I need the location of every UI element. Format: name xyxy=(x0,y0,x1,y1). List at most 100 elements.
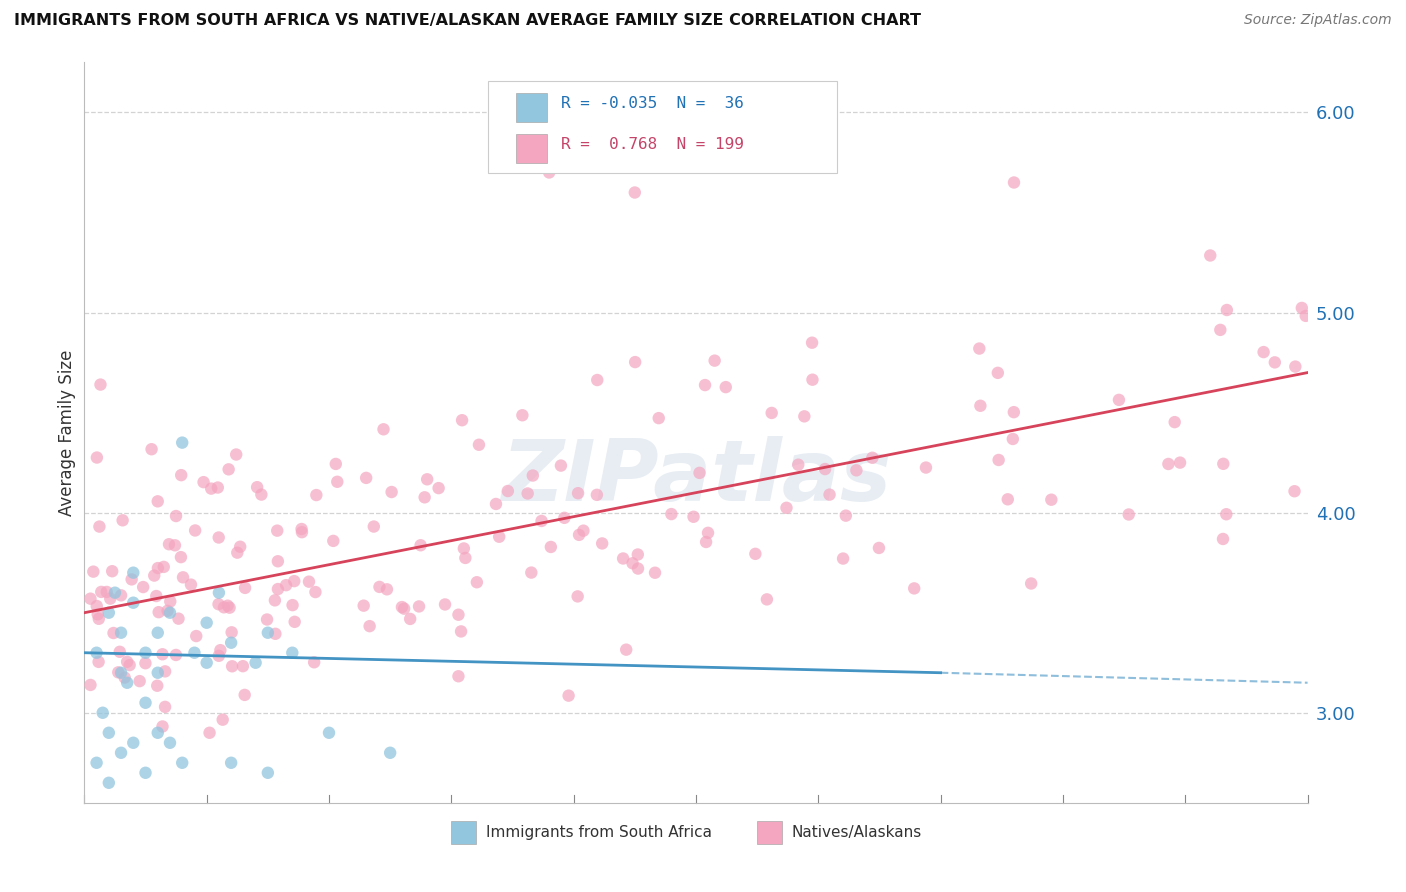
Point xyxy=(413,491,436,505)
Point xyxy=(86,599,108,613)
Point xyxy=(165,648,187,662)
Point xyxy=(302,655,325,669)
Point xyxy=(353,599,375,613)
Point xyxy=(453,541,475,556)
Point xyxy=(79,678,101,692)
Point xyxy=(256,613,278,627)
Point xyxy=(115,655,138,669)
Point xyxy=(207,481,229,495)
Point xyxy=(380,746,402,760)
Point xyxy=(454,550,477,565)
Bar xyxy=(758,822,782,844)
Point xyxy=(627,561,650,575)
Point xyxy=(233,688,256,702)
Point xyxy=(195,656,218,670)
Point xyxy=(1216,303,1239,318)
Point xyxy=(391,600,413,615)
Point xyxy=(567,486,589,500)
Point xyxy=(550,458,572,473)
Point xyxy=(801,373,824,387)
Point xyxy=(135,696,157,710)
Point xyxy=(1157,457,1180,471)
Point xyxy=(468,438,491,452)
Point xyxy=(90,585,112,599)
Point xyxy=(218,462,240,476)
Point xyxy=(115,675,138,690)
Point xyxy=(111,513,134,527)
Point xyxy=(832,551,855,566)
Point xyxy=(264,627,287,641)
Point xyxy=(122,566,145,580)
Point xyxy=(969,399,991,413)
Point xyxy=(183,646,205,660)
Point xyxy=(485,497,508,511)
Point xyxy=(208,531,231,545)
Point xyxy=(568,528,591,542)
Point xyxy=(368,580,391,594)
Point xyxy=(153,699,176,714)
Point xyxy=(110,746,132,760)
Point xyxy=(915,460,938,475)
Point xyxy=(159,594,181,608)
Point xyxy=(274,578,297,592)
Point xyxy=(903,582,925,596)
Point xyxy=(232,659,254,673)
Point xyxy=(447,607,470,622)
Point xyxy=(693,378,716,392)
Point xyxy=(257,765,280,780)
Point xyxy=(167,612,190,626)
Point xyxy=(172,756,194,770)
Point xyxy=(318,725,340,739)
Point xyxy=(114,671,136,685)
Point xyxy=(298,574,321,589)
Point xyxy=(987,366,1010,380)
Point xyxy=(128,674,150,689)
Point xyxy=(104,585,127,599)
Point xyxy=(79,591,101,606)
Point xyxy=(146,561,169,575)
Point xyxy=(392,601,415,615)
Point xyxy=(1002,405,1025,419)
Point xyxy=(755,592,778,607)
Point xyxy=(416,472,439,486)
Point xyxy=(375,582,398,597)
Point xyxy=(1209,323,1232,337)
Point xyxy=(122,596,145,610)
Point xyxy=(246,480,269,494)
Point xyxy=(264,593,287,607)
Point xyxy=(209,643,232,657)
Point xyxy=(447,669,470,683)
Point xyxy=(89,519,111,533)
Point xyxy=(381,485,404,500)
Point xyxy=(540,540,562,554)
Bar xyxy=(451,822,475,844)
Point xyxy=(1284,484,1306,499)
Point xyxy=(267,554,290,568)
Point xyxy=(148,605,170,619)
Point xyxy=(110,625,132,640)
Point xyxy=(1212,532,1234,546)
Point xyxy=(516,486,538,500)
Point xyxy=(567,590,589,604)
Text: Immigrants from South Africa: Immigrants from South Africa xyxy=(485,825,711,840)
Point xyxy=(305,488,328,502)
Point xyxy=(512,409,534,423)
Point xyxy=(697,525,720,540)
Point xyxy=(97,606,120,620)
Point xyxy=(217,599,239,613)
Point xyxy=(159,606,181,620)
Point xyxy=(152,719,174,733)
Point xyxy=(290,522,312,536)
Point xyxy=(86,756,108,770)
Point xyxy=(1019,576,1042,591)
Point xyxy=(648,411,671,425)
Point xyxy=(257,625,280,640)
Point xyxy=(695,535,717,549)
Point xyxy=(1284,359,1306,374)
Bar xyxy=(516,93,547,122)
Point xyxy=(1168,456,1191,470)
Point xyxy=(198,725,221,739)
Point xyxy=(281,598,304,612)
Point xyxy=(325,457,347,471)
Point xyxy=(283,574,305,588)
